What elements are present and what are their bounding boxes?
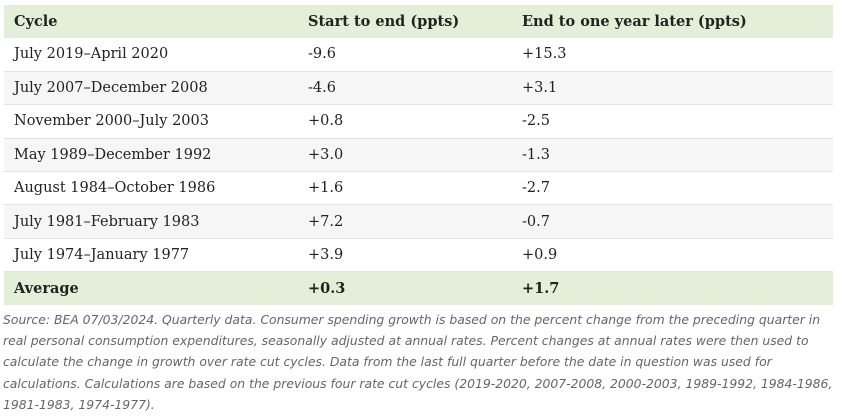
start-to-end-cell: +1.6	[308, 180, 344, 197]
rate-cut-cycles-table-container: Cycle Start to end (ppts) End to one yea…	[4, 5, 833, 305]
table-row: July 1981–February 1983 +7.2 -0.7	[4, 204, 833, 239]
end-to-one-year-later-cell: -0.7	[522, 213, 550, 230]
column-header-start-to-end: Start to end (ppts)	[308, 13, 460, 30]
average-start-to-end: +0.3	[308, 279, 346, 297]
average-row: Average +0.3 +1.7	[4, 271, 833, 305]
start-to-end-cell: +0.8	[308, 113, 344, 130]
header-row: Cycle Start to end (ppts) End to one yea…	[4, 5, 833, 38]
start-to-end-cell: -4.6	[308, 80, 336, 97]
cycle-cell: July 2019–April 2020	[14, 46, 169, 63]
table-row: November 2000–July 2003 +0.8 -2.5	[4, 104, 833, 139]
table-row: August 1984–October 1986 +1.6 -2.7	[4, 171, 833, 205]
column-header-end-to-one-year-later: End to one year later (ppts)	[522, 13, 747, 30]
cycle-cell: July 1974–January 1977	[14, 247, 190, 264]
cycle-cell: May 1989–December 1992	[14, 146, 212, 163]
table-row: July 2007–December 2008 -4.6 +3.1	[4, 71, 833, 105]
cycle-cell: November 2000–July 2003	[14, 113, 209, 130]
start-to-end-cell: +3.0	[308, 146, 344, 163]
rate-cut-cycles-table: Cycle Start to end (ppts) End to one yea…	[4, 5, 833, 305]
end-to-one-year-later-cell: +15.3	[522, 46, 567, 63]
average-label: Average	[14, 279, 79, 297]
cycle-cell: August 1984–October 1986	[14, 180, 216, 197]
table-body: July 2019–April 2020 -9.6 +15.3 July 200…	[4, 38, 833, 272]
table-row: July 2019–April 2020 -9.6 +15.3	[4, 38, 833, 72]
cycle-cell: July 1981–February 1983	[14, 213, 200, 230]
cycle-cell: July 2007–December 2008	[14, 80, 208, 97]
table-row: May 1989–December 1992 +3.0 -1.3	[4, 138, 833, 172]
start-to-end-cell: +7.2	[308, 213, 344, 230]
end-to-one-year-later-cell: +3.1	[522, 80, 558, 97]
end-to-one-year-later-cell: -1.3	[522, 146, 550, 163]
column-header-cycle: Cycle	[14, 13, 58, 30]
start-to-end-cell: +3.9	[308, 247, 344, 264]
table-footer: Average +0.3 +1.7	[4, 271, 833, 305]
start-to-end-cell: -9.6	[308, 46, 336, 63]
end-to-one-year-later-cell: -2.5	[522, 113, 550, 130]
end-to-one-year-later-cell: +0.9	[522, 247, 558, 264]
table-row: July 1974–January 1977 +3.9 +0.9	[4, 238, 833, 272]
average-end-to-one-year-later: +1.7	[522, 279, 560, 297]
table-header: Cycle Start to end (ppts) End to one yea…	[4, 5, 833, 38]
source-note: Source: BEA 07/03/2024. Quarterly data. …	[3, 312, 833, 412]
end-to-one-year-later-cell: -2.7	[522, 180, 550, 197]
